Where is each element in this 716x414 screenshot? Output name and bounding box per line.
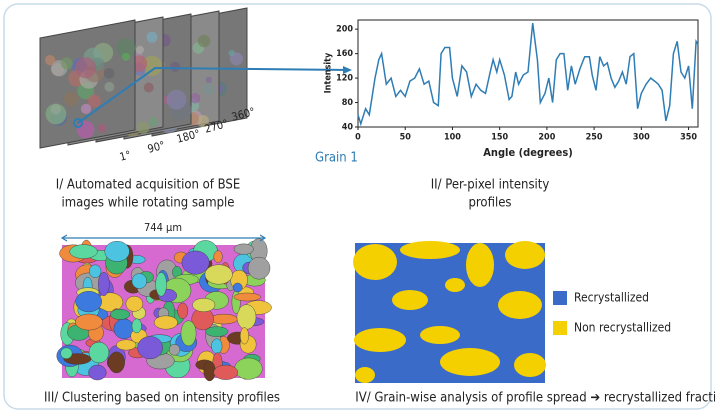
- grain-texture: [122, 53, 130, 61]
- grain-texture: [104, 68, 115, 79]
- bse-slice: [40, 20, 135, 148]
- grain-texture: [61, 57, 73, 69]
- x-tick-label: 50: [400, 133, 412, 143]
- grain-texture: [45, 55, 55, 65]
- cluster-grain: [76, 291, 102, 312]
- x-axis-label: Angle (degrees): [483, 146, 572, 159]
- cluster-grain: [214, 365, 238, 380]
- grain-texture: [104, 82, 114, 92]
- grain-texture: [146, 32, 157, 43]
- grain-texture: [149, 117, 159, 127]
- x-tick-label: 150: [491, 133, 508, 143]
- cluster-grain: [88, 365, 106, 380]
- grain-texture: [137, 121, 149, 133]
- cluster-grain: [182, 251, 209, 274]
- cluster-grain: [110, 309, 130, 319]
- grain-texture: [190, 93, 200, 103]
- y-tick-label: 80: [342, 98, 354, 108]
- cluster-grain: [210, 314, 237, 324]
- y-tick-label: 160: [336, 49, 353, 59]
- caption: IV/ Grain-wise analysis of profile sprea…: [355, 391, 716, 406]
- cluster-grain: [126, 296, 143, 311]
- cluster-grain: [234, 244, 254, 255]
- cluster-grain: [108, 352, 124, 373]
- cluster-grain: [137, 336, 162, 359]
- legend-label: Recrystallized: [574, 291, 649, 305]
- cluster-grain: [70, 245, 98, 259]
- legend-swatch: [553, 321, 567, 335]
- caption: II/ Per-pixel intensity: [431, 178, 550, 193]
- y-axis-label: Intensity: [324, 52, 334, 93]
- grain-texture: [203, 83, 214, 94]
- grain-texture: [98, 124, 107, 133]
- cluster-grain: [132, 274, 147, 289]
- cluster-grain: [75, 314, 102, 330]
- x-tick-label: 300: [633, 133, 650, 143]
- x-tick-label: 100: [444, 133, 461, 143]
- grain-texture: [198, 35, 210, 47]
- grain-texture: [77, 121, 95, 139]
- cluster-grain: [156, 272, 167, 296]
- x-tick-label: 0: [355, 133, 361, 143]
- cluster-grain: [234, 293, 261, 301]
- grain-texture: [46, 104, 67, 125]
- grain-texture: [64, 91, 79, 106]
- grain-label: Grain 1: [315, 151, 358, 166]
- caption: images while rotating sample: [62, 196, 235, 211]
- cluster-grain: [240, 328, 249, 345]
- recrystallization-map: [353, 241, 546, 383]
- scale-label: 744 µm: [144, 221, 182, 234]
- grain-texture: [136, 46, 144, 54]
- cluster-grain: [61, 348, 73, 359]
- caption: profiles: [468, 196, 511, 211]
- y-tick-label: 200: [336, 25, 353, 35]
- grain-texture: [75, 57, 96, 78]
- cluster-grain: [192, 298, 215, 312]
- grain-texture: [81, 104, 91, 114]
- cluster-grain: [154, 316, 177, 329]
- cluster-grain: [178, 303, 188, 319]
- cluster-grain: [89, 265, 101, 278]
- cluster-grain: [132, 319, 142, 333]
- cluster-map: [57, 239, 272, 381]
- legend-swatch: [553, 291, 567, 305]
- x-tick-label: 250: [586, 133, 603, 143]
- grain-texture: [144, 82, 154, 92]
- caption: III/ Clustering based on intensity profi…: [44, 391, 280, 406]
- cluster-grain: [98, 272, 109, 296]
- x-tick-label: 200: [538, 133, 555, 143]
- cluster-grain: [169, 344, 180, 355]
- grain-texture: [229, 50, 235, 56]
- cluster-grain: [105, 241, 130, 261]
- cluster-grain: [89, 342, 109, 363]
- x-tick-label: 350: [680, 133, 697, 143]
- y-tick-label: 40: [342, 123, 354, 133]
- legend-label: Non recrystallized: [574, 321, 671, 335]
- cluster-grain: [235, 358, 263, 379]
- cluster-grain: [233, 283, 242, 292]
- cluster-grain: [205, 265, 233, 285]
- caption: I/ Automated acquisition of BSE: [56, 178, 240, 193]
- cluster-grain: [211, 339, 222, 354]
- cluster-grain: [214, 251, 223, 263]
- cluster-grain: [248, 257, 270, 279]
- grain-texture: [170, 62, 180, 72]
- y-tick-label: 120: [336, 74, 353, 84]
- grain-texture: [167, 90, 187, 110]
- cluster-grain: [181, 321, 196, 346]
- grain-texture: [205, 77, 212, 84]
- figure: 1°90°180°270°360° 4080120160200050100150…: [0, 0, 716, 414]
